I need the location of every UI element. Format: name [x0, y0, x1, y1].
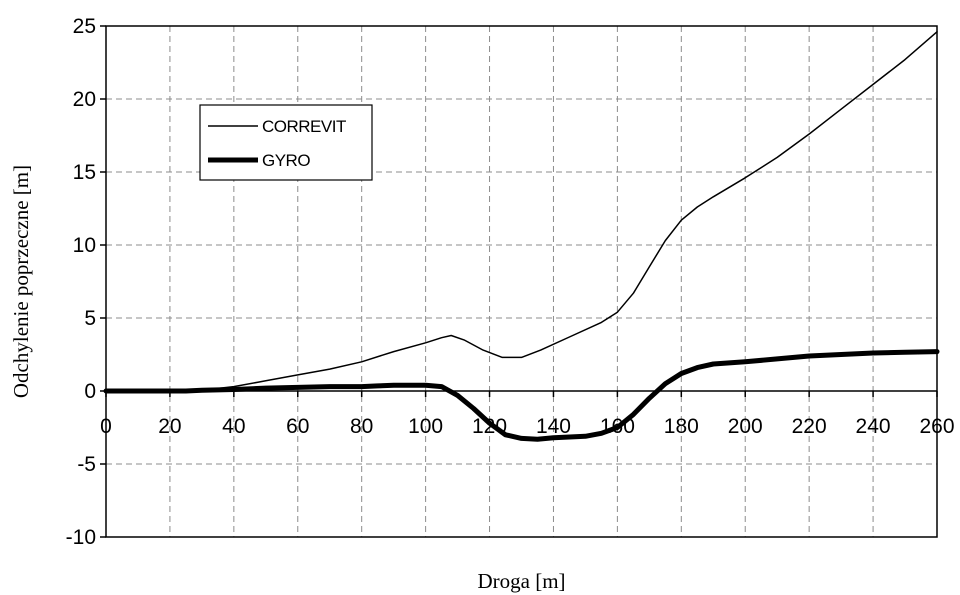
x-tick-label: 0: [100, 415, 112, 438]
x-tick-label: 20: [158, 415, 181, 438]
y-tick-label: 20: [73, 88, 96, 111]
y-axis-title: Odchylenie poprzeczne [m]: [9, 165, 33, 398]
legend: CORREVIT GYRO: [199, 104, 373, 181]
plot-area: [105, 25, 938, 538]
x-tick-label: 220: [792, 415, 827, 438]
x-tick-label: 200: [728, 415, 763, 438]
y-tick-label: 5: [84, 307, 96, 330]
y-tick-label: 10: [73, 234, 96, 257]
x-tick-label: 40: [222, 415, 245, 438]
legend-label: CORREVIT: [262, 117, 346, 136]
x-tick-label: 80: [350, 415, 373, 438]
series-layer: [103, 31, 940, 442]
y-tick-label: 25: [73, 15, 96, 38]
x-tick-label: 180: [664, 415, 699, 438]
x-tick-label: 60: [286, 415, 309, 438]
x-tick-label: 240: [856, 415, 891, 438]
grid-lines: [106, 26, 937, 537]
y-tick-label: -5: [77, 453, 96, 476]
y-axis: -10 -5 0 5 10 15 20 25: [66, 15, 106, 549]
x-tick-label: 100: [408, 415, 443, 438]
x-tick-label: 140: [536, 415, 571, 438]
x-axis: 0 20 40 60 80 100 120 140 160 180 200 220 240 260: [100, 391, 955, 438]
legend-box: [199, 104, 373, 181]
x-axis-title: Droga [m]: [477, 569, 565, 593]
legend-label: GYRO: [262, 151, 310, 170]
series-line-correvit: [105, 31, 938, 392]
y-tick-label: -10: [66, 526, 96, 549]
y-tick-label: 15: [73, 161, 96, 184]
series-line-gyro: [103, 349, 940, 442]
x-tick-label: 260: [919, 415, 954, 438]
y-tick-label: 0: [84, 380, 96, 403]
